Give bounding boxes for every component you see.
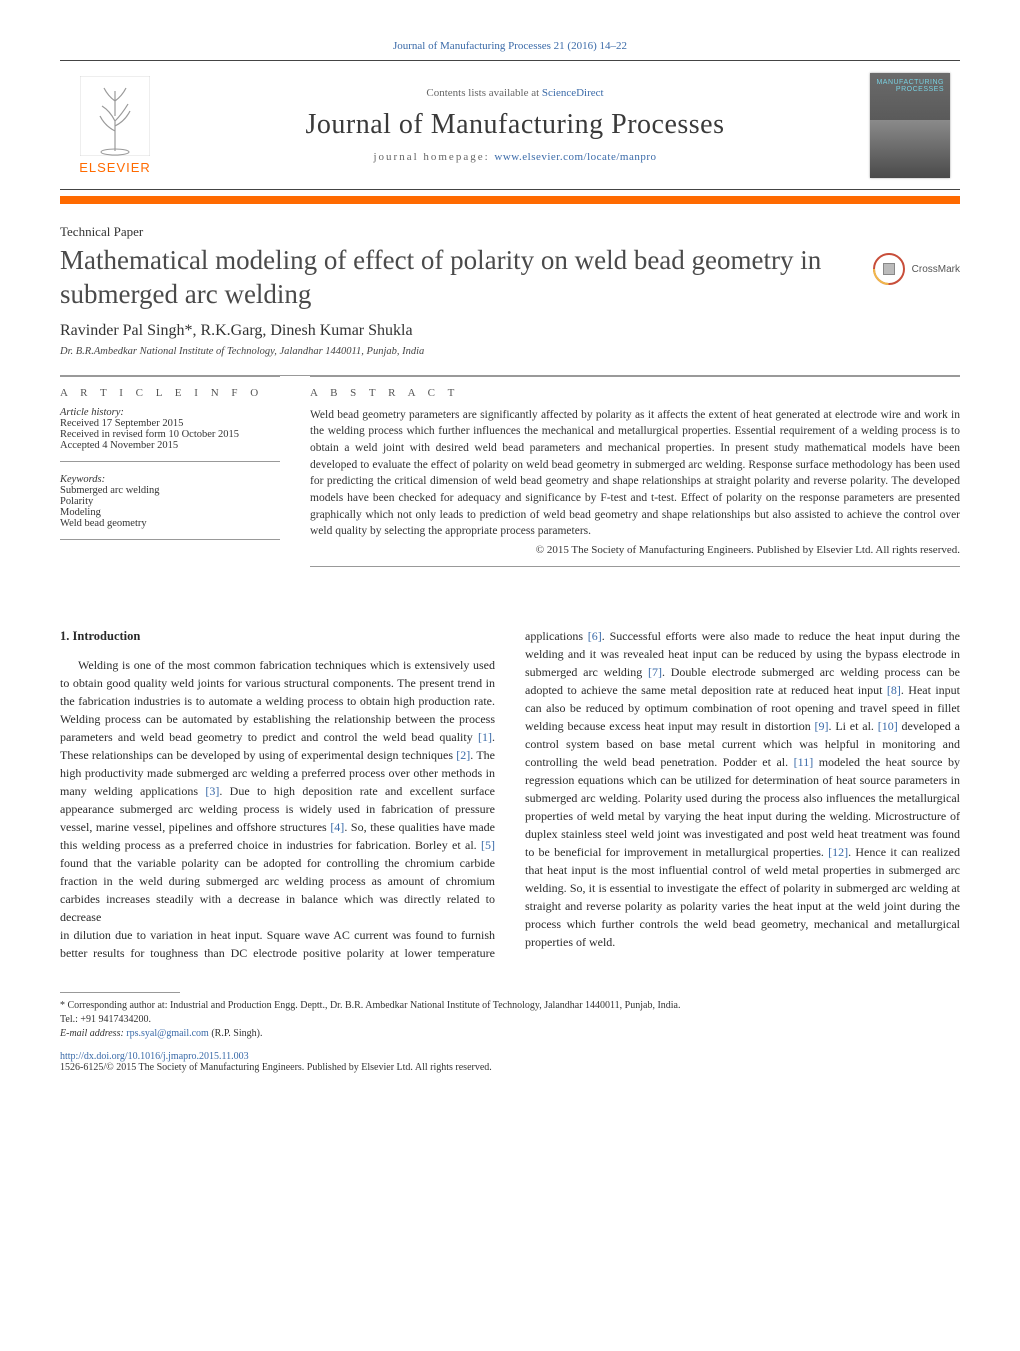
contents-line: Contents lists available at ScienceDirec… [170, 87, 860, 99]
sciencedirect-link[interactable]: ScienceDirect [542, 87, 604, 99]
keywords-block: Keywords: Submerged arc welding Polarity… [60, 474, 280, 540]
history-accepted: Accepted 4 November 2015 [60, 440, 280, 451]
header-center: Contents lists available at ScienceDirec… [170, 61, 860, 189]
journal-ref-top: Journal of Manufacturing Processes 21 (2… [60, 40, 960, 52]
email-label: E-mail address: [60, 1028, 126, 1039]
homepage-line: journal homepage: www.elsevier.com/locat… [170, 151, 860, 163]
keyword-item: Submerged arc welding [60, 485, 280, 496]
abstract-heading: A B S T R A C T [310, 387, 960, 399]
doi-block: http://dx.doi.org/10.1016/j.jmapro.2015.… [60, 1051, 960, 1073]
section-title: Introduction [73, 629, 141, 643]
doi-link[interactable]: http://dx.doi.org/10.1016/j.jmapro.2015.… [60, 1051, 249, 1062]
accent-rule [60, 196, 960, 204]
section-heading: 1. Introduction [60, 627, 495, 646]
ref-link[interactable]: [2] [456, 748, 470, 762]
authors: Ravinder Pal Singh*, R.K.Garg, Dinesh Ku… [60, 322, 960, 340]
cover-label-1: MANUFACTURING [876, 79, 944, 86]
header-band: ELSEVIER Contents lists available at Sci… [60, 60, 960, 190]
crossmark-label: CrossMark [912, 264, 960, 275]
abstract-text: Weld bead geometry parameters are signif… [310, 407, 960, 540]
abstract-col: A B S T R A C T Weld bead geometry param… [310, 376, 960, 567]
paper-title: Mathematical modeling of effect of polar… [60, 244, 856, 312]
footnote-rule [60, 992, 180, 993]
journal-title: Journal of Manufacturing Processes [170, 109, 860, 141]
ref-link[interactable]: [8] [887, 683, 901, 697]
email-person: (R.P. Singh). [209, 1028, 263, 1039]
body-columns: 1. Introduction Welding is one of the mo… [60, 627, 960, 962]
ref-link[interactable]: [10] [878, 719, 898, 733]
contents-prefix: Contents lists available at [426, 87, 541, 99]
journal-cover-thumb: MANUFACTURING PROCESSES [860, 61, 960, 189]
ref-link[interactable]: [9] [815, 719, 829, 733]
publisher-logo: ELSEVIER [60, 61, 170, 189]
crossmark-icon [872, 252, 906, 286]
keyword-item: Weld bead geometry [60, 518, 280, 529]
ref-link[interactable]: [6] [588, 629, 602, 643]
ref-link[interactable]: [7] [648, 665, 662, 679]
issn-copyright: 1526-6125/© 2015 The Society of Manufact… [60, 1062, 960, 1073]
keyword-item: Modeling [60, 507, 280, 518]
article-info-col: A R T I C L E I N F O Article history: R… [60, 376, 280, 567]
section-number: 1. [60, 629, 69, 643]
paper-type: Technical Paper [60, 224, 960, 240]
footnotes: * Corresponding author at: Industrial an… [60, 999, 960, 1041]
homepage-link[interactable]: www.elsevier.com/locate/manpro [494, 151, 656, 163]
email-link[interactable]: rps.syal@gmail.com [126, 1028, 209, 1039]
corresponding-author-note: * Corresponding author at: Industrial an… [60, 999, 960, 1013]
ref-link[interactable]: [12] [828, 845, 848, 859]
abstract-copyright: © 2015 The Society of Manufacturing Engi… [310, 544, 960, 556]
ref-link[interactable]: [3] [205, 784, 219, 798]
history-label: Article history: [60, 407, 280, 418]
elsevier-tree-icon [80, 76, 150, 156]
history-revised: Received in revised form 10 October 2015 [60, 429, 280, 440]
article-history: Article history: Received 17 September 2… [60, 407, 280, 462]
affiliation: Dr. B.R.Ambedkar National Institute of T… [60, 346, 960, 357]
keywords-label: Keywords: [60, 474, 280, 485]
corresponding-tel: Tel.: +91 9417434200. [60, 1013, 960, 1027]
corresponding-email-line: E-mail address: rps.syal@gmail.com (R.P.… [60, 1027, 960, 1041]
homepage-prefix: journal homepage: [373, 151, 494, 163]
ref-link[interactable]: [1] [478, 730, 492, 744]
publisher-name: ELSEVIER [79, 160, 151, 175]
ref-link[interactable]: [4] [330, 820, 344, 834]
keyword-item: Polarity [60, 496, 280, 507]
body-para: Welding is one of the most common fabric… [60, 656, 495, 926]
history-received: Received 17 September 2015 [60, 418, 280, 429]
article-info-heading: A R T I C L E I N F O [60, 387, 280, 399]
crossmark-badge[interactable]: CrossMark [872, 244, 960, 286]
cover-label-2: PROCESSES [876, 86, 944, 93]
ref-link[interactable]: [5] [481, 838, 495, 852]
ref-link[interactable]: [11] [794, 755, 814, 769]
